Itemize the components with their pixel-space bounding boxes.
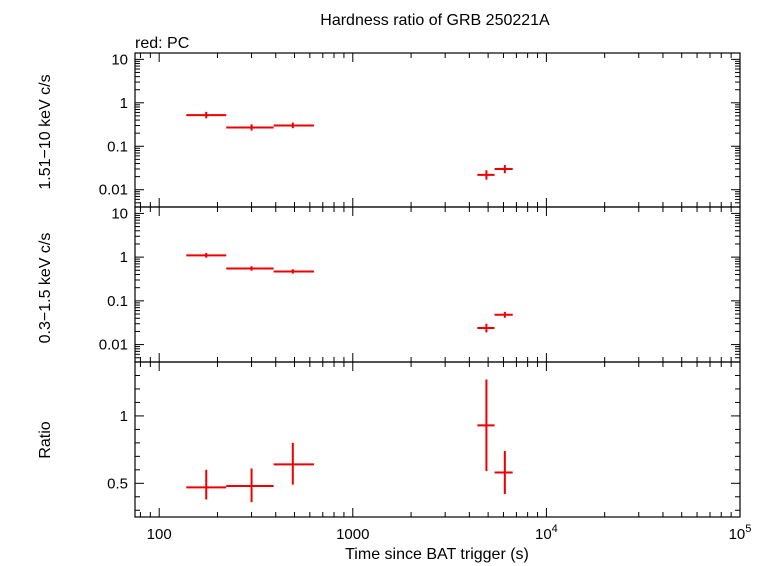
y-tick-label: 0.01: [99, 337, 128, 354]
y-tick-label: 0.1: [107, 293, 128, 310]
y-tick-label: 0.1: [107, 138, 128, 155]
x-tick-label: 100: [147, 526, 172, 543]
x-tick-label: 104: [535, 523, 558, 543]
x-tick-label: 1000: [336, 526, 369, 543]
data-point: [273, 269, 314, 274]
data-point: [494, 165, 513, 174]
y-tick-label: 1: [120, 249, 128, 266]
y-tick-label: 0.01: [99, 182, 128, 199]
plot-frame: [134, 361, 741, 518]
data-point: [186, 252, 227, 258]
data-point: [226, 468, 274, 503]
panel-soft: 10 1 0.1 0.01: [99, 205, 741, 363]
panel-ratio: 1 0.5 100 1000 104 105: [107, 361, 752, 543]
data-point: [186, 469, 227, 500]
data-point: [273, 122, 314, 129]
plot-frame: [134, 52, 741, 208]
data-point: [273, 442, 314, 485]
data-point: [226, 266, 274, 271]
y-tick-label: 1: [120, 408, 128, 425]
data-point: [226, 124, 274, 131]
ylabel-hard: 1.51−10 keV c/s: [37, 74, 54, 189]
data-point: [186, 111, 227, 119]
chart-title: Hardness ratio of GRB 250221A: [320, 12, 550, 29]
ylabel-soft: 0.3−1.5 keV c/s: [37, 233, 54, 344]
y-tick-label: 10: [111, 205, 128, 222]
panel-hard: 10 1 0.1 0.01: [99, 51, 741, 208]
data-point: [477, 379, 495, 472]
y-tick-label: 1: [120, 95, 128, 112]
plot-frame: [134, 206, 741, 363]
data-point: [494, 311, 513, 318]
x-tick-label: 105: [729, 523, 752, 543]
y-tick-label: 0.5: [107, 475, 128, 492]
chart-subtitle: red: PC: [135, 35, 189, 52]
data-point: [494, 450, 513, 495]
xlabel: Time since BAT trigger (s): [345, 546, 529, 563]
data-point: [477, 323, 495, 333]
data-point: [477, 170, 495, 180]
y-tick-label: 10: [111, 51, 128, 68]
ylabel-ratio: Ratio: [37, 421, 54, 458]
